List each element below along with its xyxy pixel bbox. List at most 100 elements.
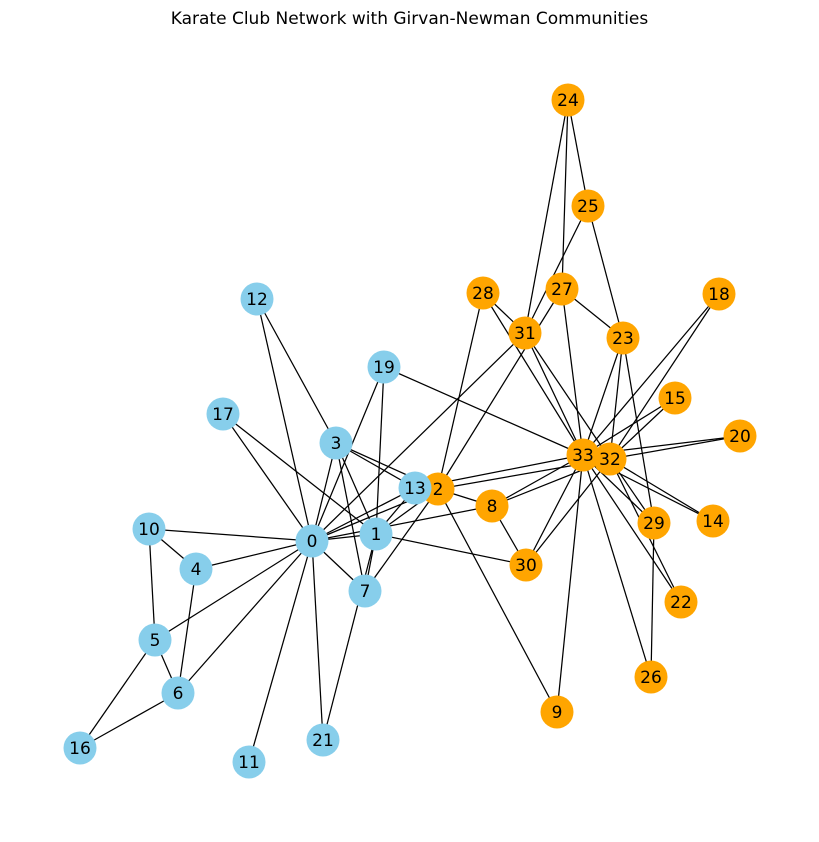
node-24: 24 — [551, 83, 585, 117]
node-circle-27 — [545, 272, 579, 306]
node-circle-1 — [359, 517, 393, 551]
edge-18-33 — [582, 293, 720, 456]
edge-0-6 — [177, 540, 313, 694]
edge-0-10 — [148, 528, 313, 542]
node-20: 20 — [723, 419, 757, 453]
node-30: 30 — [509, 548, 543, 582]
node-label-22: 22 — [670, 593, 692, 613]
node-circle-26 — [634, 660, 668, 694]
edge-31-33 — [524, 332, 584, 456]
node-circle-11 — [232, 745, 266, 779]
node-label-18: 18 — [708, 285, 730, 305]
node-label-29: 29 — [643, 514, 665, 534]
node-circle-12 — [240, 282, 274, 316]
edge-3-12 — [256, 298, 337, 444]
edge-2-28 — [437, 292, 484, 490]
edge-23-32 — [609, 337, 624, 460]
node-circle-28 — [466, 276, 500, 310]
chart-title: Karate Club Network with Girvan-Newman C… — [170, 9, 649, 29]
node-8: 8 — [475, 489, 509, 523]
node-circle-23 — [606, 321, 640, 355]
node-label-9: 9 — [552, 703, 563, 723]
node-32: 32 — [593, 442, 627, 476]
node-3: 3 — [319, 426, 353, 460]
node-28: 28 — [466, 276, 500, 310]
edge-9-33 — [556, 454, 584, 713]
edge-1-30 — [375, 533, 527, 566]
edge-26-29 — [650, 522, 655, 678]
node-label-6: 6 — [173, 684, 184, 704]
edge-5-16 — [79, 639, 156, 749]
node-circle-8 — [475, 489, 509, 523]
edge-0-17 — [222, 413, 313, 542]
edge-22-33 — [582, 454, 682, 603]
node-31: 31 — [508, 316, 542, 350]
edge-23-25 — [587, 205, 624, 339]
edge-24-25 — [567, 99, 589, 207]
node-label-19: 19 — [373, 358, 395, 378]
node-circle-24 — [551, 83, 585, 117]
node-circle-25 — [571, 189, 605, 223]
node-label-2: 2 — [433, 480, 444, 500]
node-12: 12 — [240, 282, 274, 316]
node-7: 7 — [348, 574, 382, 608]
edge-30-33 — [525, 454, 584, 566]
node-circle-9 — [540, 695, 574, 729]
node-circle-10 — [132, 512, 166, 546]
node-label-27: 27 — [551, 280, 573, 300]
nodes-layer: 0 123456789101112131415161718192021222324… — [63, 83, 757, 779]
node-25: 25 — [571, 189, 605, 223]
node-9: 9 — [540, 695, 574, 729]
edge-23-33 — [582, 337, 624, 456]
edge-8-33 — [491, 454, 584, 507]
edge-6-16 — [79, 692, 179, 749]
node-label-13: 13 — [404, 479, 426, 499]
edge-1-3 — [335, 442, 377, 535]
edge-0-5 — [154, 540, 313, 641]
node-circle-32 — [593, 442, 627, 476]
edges-layer — [79, 99, 741, 763]
node-circle-15 — [658, 381, 692, 415]
node-label-7: 7 — [360, 582, 371, 602]
node-label-14: 14 — [702, 512, 724, 532]
node-label-30: 30 — [515, 556, 537, 576]
edge-30-32 — [525, 458, 611, 566]
node-4: 4 — [179, 552, 213, 586]
edge-28-33 — [482, 292, 584, 456]
node-label-25: 25 — [577, 197, 599, 217]
node-label-23: 23 — [612, 329, 634, 349]
edge-0-4 — [195, 540, 313, 570]
node-label-26: 26 — [640, 668, 662, 688]
node-6: 6 — [161, 676, 195, 710]
node-10: 10 — [132, 512, 166, 546]
node-21: 21 — [306, 723, 340, 757]
edge-23-29 — [622, 337, 655, 524]
edge-24-31 — [524, 99, 569, 334]
node-label-32: 32 — [599, 450, 621, 470]
node-circle-20 — [723, 419, 757, 453]
node-label-11: 11 — [238, 753, 260, 773]
edge-5-10 — [148, 528, 156, 641]
node-circle-17 — [206, 397, 240, 431]
node-29: 29 — [637, 506, 671, 540]
node-23: 23 — [606, 321, 640, 355]
node-circle-4 — [179, 552, 213, 586]
edge-0-31 — [311, 332, 526, 542]
node-circle-22 — [664, 585, 698, 619]
node-label-31: 31 — [514, 324, 536, 344]
node-18: 18 — [702, 277, 736, 311]
node-label-20: 20 — [729, 427, 751, 447]
edge-20-32 — [609, 435, 741, 460]
node-label-4: 4 — [191, 560, 202, 580]
node-17: 17 — [206, 397, 240, 431]
edge-26-33 — [582, 454, 652, 678]
node-circle-0 — [295, 524, 329, 558]
edge-19-33 — [383, 366, 584, 456]
node-1: 1 — [359, 517, 393, 551]
node-label-8: 8 — [487, 497, 498, 517]
node-label-17: 17 — [212, 405, 234, 425]
node-label-33: 33 — [572, 446, 594, 466]
edge-0-11 — [248, 540, 313, 763]
